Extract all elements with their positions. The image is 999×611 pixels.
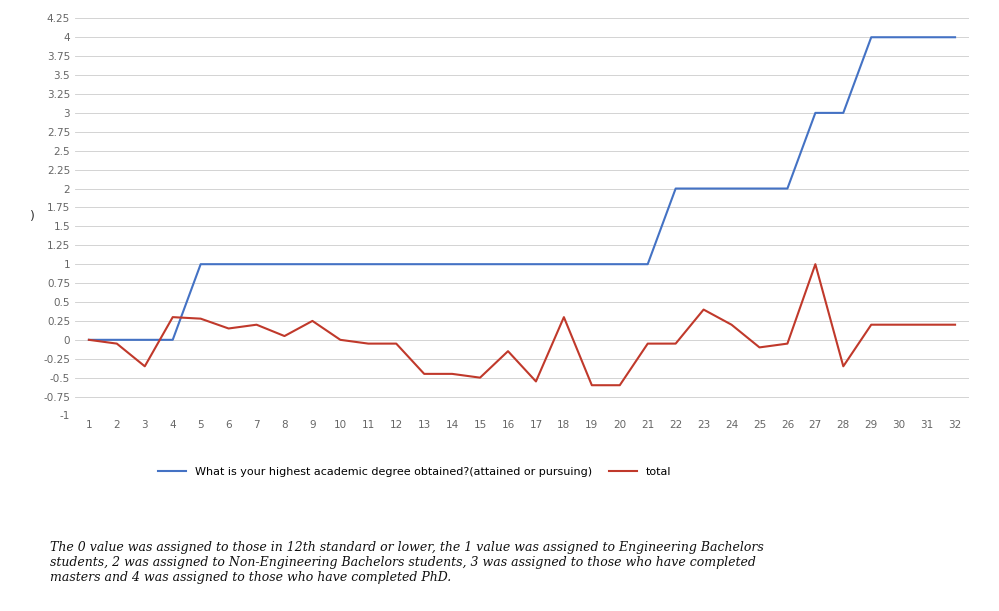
total [641,340,653,347]
total [83,336,95,343]
total [195,315,207,323]
total [893,321,905,328]
total [753,344,765,351]
What is your highest academic degree obtained?(attained or pursuing) [557,260,569,268]
total [697,306,709,313]
total [391,340,403,347]
What is your highest academic degree obtained?(attained or pursuing) [613,260,625,268]
What is your highest academic degree obtained?(attained or pursuing) [83,336,95,343]
What is your highest academic degree obtained?(attained or pursuing) [893,34,905,41]
total [809,260,821,268]
total [865,321,877,328]
What is your highest academic degree obtained?(attained or pursuing) [223,260,235,268]
total [139,363,151,370]
total [251,321,263,328]
What is your highest academic degree obtained?(attained or pursuing) [363,260,375,268]
What is your highest academic degree obtained?(attained or pursuing) [139,336,151,343]
total [447,370,459,378]
What is your highest academic degree obtained?(attained or pursuing) [419,260,431,268]
Line: What is your highest academic degree obtained?(attained or pursuing): What is your highest academic degree obt… [89,37,955,340]
What is your highest academic degree obtained?(attained or pursuing) [529,260,541,268]
What is your highest academic degree obtained?(attained or pursuing) [949,34,961,41]
What is your highest academic degree obtained?(attained or pursuing) [167,336,179,343]
What is your highest academic degree obtained?(attained or pursuing) [921,34,933,41]
total [167,313,179,321]
total [613,381,625,389]
What is your highest academic degree obtained?(attained or pursuing) [502,260,514,268]
total [949,321,961,328]
total [557,313,569,321]
What is your highest academic degree obtained?(attained or pursuing) [585,260,597,268]
total [529,378,541,385]
Line: total: total [89,264,955,385]
What is your highest academic degree obtained?(attained or pursuing) [809,109,821,117]
What is your highest academic degree obtained?(attained or pursuing) [669,185,681,192]
What is your highest academic degree obtained?(attained or pursuing) [391,260,403,268]
What is your highest academic degree obtained?(attained or pursuing) [447,260,459,268]
total [279,332,291,340]
What is your highest academic degree obtained?(attained or pursuing) [837,109,849,117]
What is your highest academic degree obtained?(attained or pursuing) [195,260,207,268]
What is your highest academic degree obtained?(attained or pursuing) [697,185,709,192]
total [781,340,793,347]
What is your highest academic degree obtained?(attained or pursuing) [111,336,123,343]
What is your highest academic degree obtained?(attained or pursuing) [725,185,737,192]
What is your highest academic degree obtained?(attained or pursuing) [279,260,291,268]
total [111,340,123,347]
total [585,381,597,389]
total [307,317,319,324]
Text: The 0 value was assigned to those in 12th standard or lower, the 1 value was ass: The 0 value was assigned to those in 12t… [50,541,763,584]
What is your highest academic degree obtained?(attained or pursuing) [781,185,793,192]
total [502,348,514,355]
What is your highest academic degree obtained?(attained or pursuing) [335,260,347,268]
total [419,370,431,378]
What is your highest academic degree obtained?(attained or pursuing) [865,34,877,41]
What is your highest academic degree obtained?(attained or pursuing) [753,185,765,192]
Text: ): ) [30,210,35,224]
total [363,340,375,347]
What is your highest academic degree obtained?(attained or pursuing) [475,260,487,268]
total [837,363,849,370]
What is your highest academic degree obtained?(attained or pursuing) [307,260,319,268]
total [669,340,681,347]
total [921,321,933,328]
What is your highest academic degree obtained?(attained or pursuing) [641,260,653,268]
Legend: What is your highest academic degree obtained?(attained or pursuing), total: What is your highest academic degree obt… [154,463,675,481]
total [725,321,737,328]
total [223,325,235,332]
What is your highest academic degree obtained?(attained or pursuing) [251,260,263,268]
total [475,374,487,381]
total [335,336,347,343]
